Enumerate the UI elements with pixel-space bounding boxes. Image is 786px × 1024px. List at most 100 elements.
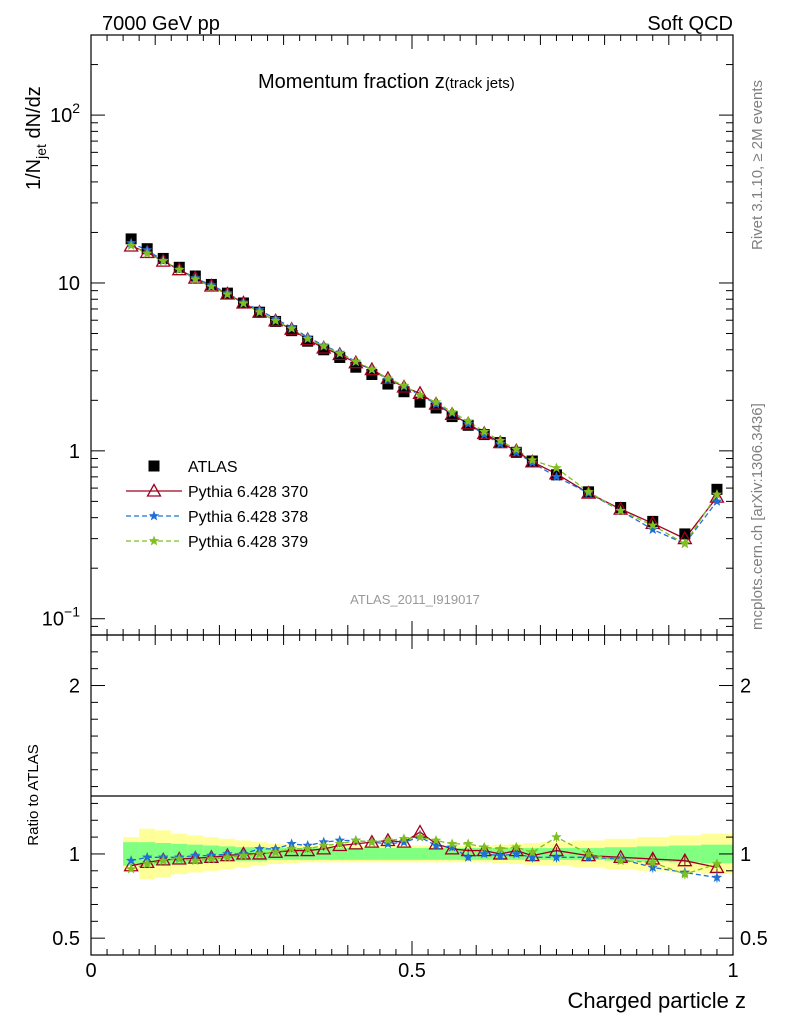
ratio-y-tick-label-left: 2 — [69, 676, 80, 698]
ratio-point — [141, 851, 153, 862]
ratio-point — [430, 840, 442, 850]
data-point — [190, 273, 201, 284]
ratio-point — [583, 848, 594, 859]
data-point — [414, 389, 426, 400]
ratio-point — [478, 848, 490, 859]
ratio-point — [190, 850, 201, 861]
ratio-point — [615, 855, 626, 866]
data-point — [270, 315, 281, 326]
main-y-tick-label: 10 — [58, 273, 80, 295]
data-point — [366, 364, 378, 374]
main-title-subscript: (track jets) — [445, 75, 515, 92]
ratio-band-inner — [283, 848, 300, 860]
data-point — [348, 354, 364, 369]
legend-label: Pythia 6.428 379 — [188, 534, 308, 551]
ratio-axis-ticks — [90, 635, 734, 955]
main-series-layer — [123, 233, 725, 549]
ratio-band-inner — [412, 848, 429, 860]
legend-marker — [146, 483, 162, 497]
data-point — [613, 501, 629, 515]
data-point — [222, 288, 233, 299]
ratio-y-tick-label-right: 0.5 — [740, 928, 768, 950]
ratio-point — [679, 868, 691, 879]
ratio-point — [677, 852, 693, 867]
main-y-tick-label: 102 — [50, 100, 80, 127]
data-point — [511, 446, 522, 457]
ratio-band-inner — [299, 848, 316, 860]
data-point — [583, 486, 594, 497]
x-tick-label: 0 — [85, 960, 96, 982]
data-point — [350, 356, 362, 367]
data-point — [174, 264, 185, 275]
ratio-point — [316, 841, 332, 855]
analysis-label: ATLAS_2011_I919017 — [350, 592, 480, 607]
ratio-point — [478, 841, 490, 852]
ratio-point — [254, 848, 265, 859]
ratio-point — [551, 831, 562, 842]
data-point — [284, 321, 300, 335]
ratio-point — [495, 850, 506, 861]
ratio-point — [125, 855, 137, 866]
ratio-point — [382, 834, 394, 845]
ratio-band-inner — [395, 848, 412, 860]
data-point — [430, 396, 442, 407]
legend-label: Pythia 6.428 378 — [188, 509, 308, 526]
ratio-point — [190, 855, 201, 866]
data-point — [476, 425, 492, 440]
data-point — [286, 323, 297, 334]
ratio-band-inner — [428, 848, 445, 860]
ratio-point — [444, 841, 460, 855]
data-point — [508, 443, 524, 457]
legend-marker — [148, 535, 160, 546]
ratio-point — [187, 850, 203, 864]
ratio-point — [286, 843, 297, 854]
data-point — [615, 505, 626, 516]
data-point — [679, 528, 691, 540]
ratio-point — [446, 841, 458, 852]
ratio-point — [302, 843, 313, 854]
data-point — [551, 471, 562, 482]
ratio-point — [430, 834, 442, 845]
ratio-point — [462, 838, 474, 849]
main-y-label-subscript: jet — [33, 144, 49, 160]
ratio-point — [511, 841, 522, 852]
data-point — [316, 340, 332, 354]
data-point — [647, 524, 658, 534]
data-point — [302, 335, 314, 347]
ratio-point — [495, 843, 506, 854]
ratio-band-inner — [379, 848, 396, 860]
legend-label: Pythia 6.428 370 — [188, 484, 308, 501]
ratio-point — [141, 858, 153, 869]
ratio-point — [334, 838, 346, 849]
main-y-tick-label: 1 — [69, 441, 80, 463]
ratio-point — [222, 851, 233, 862]
main-title-text: Momentum fraction z — [258, 71, 445, 93]
data-point — [446, 406, 458, 417]
ratio-band-inner — [700, 844, 733, 864]
data-point — [478, 429, 490, 440]
ratio-point — [206, 853, 217, 864]
data-point — [238, 297, 249, 308]
ratio-point — [219, 847, 236, 862]
header-left: 7000 GeV pp — [102, 13, 220, 35]
main-axis-ticks — [90, 34, 734, 636]
ratio-point — [414, 831, 426, 842]
ratio-point — [366, 836, 378, 847]
main-y-label-tail: dN/dz — [23, 86, 45, 144]
ratio-point — [157, 855, 169, 866]
data-point — [125, 240, 137, 251]
data-point — [300, 331, 316, 346]
data-point — [551, 462, 562, 473]
ratio-band-inner — [363, 848, 380, 860]
data-point — [446, 411, 458, 423]
tick-base: 10 — [50, 105, 72, 127]
data-point — [444, 406, 460, 420]
ratio-point — [446, 838, 458, 849]
ratio-plot-frame — [90, 634, 734, 956]
x-tick-label: 1 — [727, 960, 738, 982]
data-point — [206, 281, 217, 292]
ratio-band-inner — [331, 848, 348, 860]
rivet-version-label: Rivet 3.1.10, ≥ 2M events — [749, 80, 766, 250]
data-point — [318, 344, 330, 356]
ratio-point — [711, 872, 723, 882]
